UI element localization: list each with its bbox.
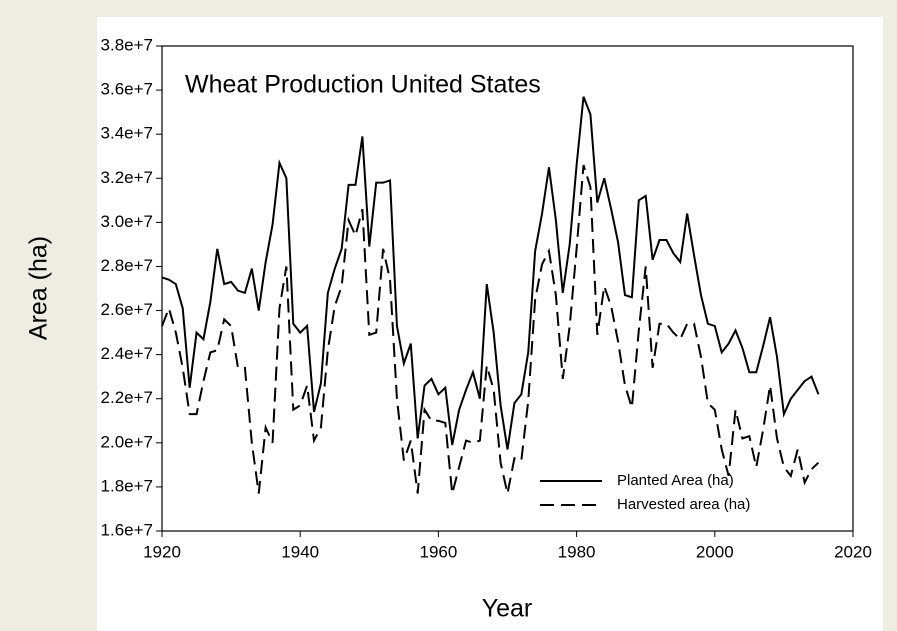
y-tick-label: 2.0e+7 [101,432,153,451]
plot-frame [161,45,854,532]
legend-label: Harvested area (ha) [617,496,750,513]
y-tick-label: 3.6e+7 [101,80,153,99]
x-tick-label: 1960 [419,542,457,561]
y-tick-label: 3.2e+7 [101,168,153,187]
series-line [161,96,820,450]
y-tick-label: 1.8e+7 [101,476,153,495]
y-tick-label: 2.8e+7 [101,256,153,275]
y-tick-label: 2.4e+7 [101,344,153,363]
x-tick-label: 1980 [558,542,596,561]
series-line [161,164,820,494]
y-tick-label: 1.6e+7 [101,520,153,539]
y-tick-label: 3.4e+7 [101,124,153,143]
y-axis-label: Area (ha) [25,236,53,340]
x-tick-label: 1940 [281,542,319,561]
y-tick-label: 3.0e+7 [101,212,153,231]
panel [97,17,883,631]
chart-title: Wheat Production United States [185,71,541,99]
x-tick-label: 1920 [143,542,181,561]
x-tick-label: 2020 [834,542,872,561]
x-axis-label: Year [482,595,533,623]
y-tick-label: 2.2e+7 [101,388,153,407]
y-tick-label: 2.6e+7 [101,300,153,319]
y-tick-label: 3.8e+7 [101,35,153,54]
x-tick-label: 2000 [696,542,734,561]
legend-label: Planted Area (ha) [617,472,734,489]
